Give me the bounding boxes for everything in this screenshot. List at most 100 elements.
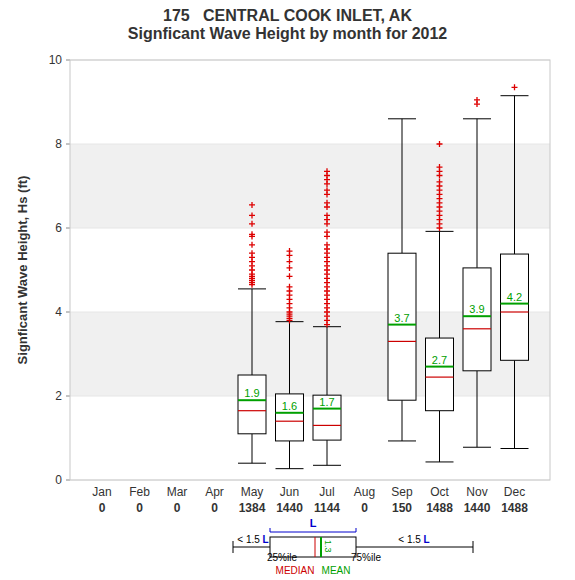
count-label: 0 <box>174 501 181 515</box>
key-median <box>315 537 316 557</box>
outlier <box>324 191 330 197</box>
key-whisker <box>233 547 270 548</box>
key-cap <box>473 541 474 553</box>
whisker-low <box>252 434 253 463</box>
median-line <box>238 410 266 411</box>
whisker-low <box>289 441 290 469</box>
whisker-low <box>439 411 440 462</box>
outlier <box>287 259 293 265</box>
y-axis-label: Signficant Wave Height, Hs (ft) <box>15 176 30 365</box>
mean-line <box>501 303 529 305</box>
count-label: 1488 <box>426 501 453 515</box>
x-tick-label: Sep <box>391 485 413 499</box>
outlier <box>249 221 255 227</box>
mean-label: 1.6 <box>282 400 297 412</box>
whisker-high <box>252 289 253 375</box>
mean-line <box>313 408 341 410</box>
outlier <box>249 233 255 239</box>
x-tick-label: Jun <box>280 485 299 499</box>
mean-label: 3.7 <box>394 312 409 324</box>
key-median-label: MEDIAN <box>276 565 315 576</box>
count-label: 1144 <box>314 501 340 515</box>
key-whisker-label-part: L <box>263 534 269 545</box>
grid-line <box>70 396 550 397</box>
mean-label: 1.9 <box>244 387 259 399</box>
y-tick-label: 4 <box>55 305 62 319</box>
y-tick <box>66 480 70 481</box>
outlier <box>437 173 443 179</box>
title: 175 CENTRAL COOK INLET, AK <box>163 7 412 24</box>
count-label: 0 <box>99 501 106 515</box>
whisker-cap-high <box>501 95 529 96</box>
count-label: 1384 <box>239 501 266 515</box>
y-tick <box>66 228 70 229</box>
box <box>463 268 491 371</box>
whisker-cap-high <box>463 118 491 119</box>
count-label: 1488 <box>501 501 528 515</box>
key-mean-value: 1.3 <box>323 540 333 553</box>
whisker-low <box>327 440 328 465</box>
outlier <box>324 181 330 187</box>
y-tick <box>66 312 70 313</box>
chart: 175 CENTRAL COOK INLET, AKSignficant Wav… <box>0 0 575 580</box>
whisker-high <box>402 119 403 253</box>
whisker-cap-high <box>426 231 454 232</box>
outlier <box>324 204 330 210</box>
outlier <box>287 252 293 258</box>
median-line <box>388 341 416 342</box>
whisker-low <box>402 400 403 441</box>
count-label: 0 <box>211 501 218 515</box>
whisker-cap-low <box>426 461 454 462</box>
outlier <box>249 242 255 248</box>
key-diagram: L< 1.5 L< 1.5 L25%ile75%ileMEDIANMEAN1.3 <box>233 517 473 576</box>
whisker-cap-low <box>238 463 266 464</box>
y-tick <box>66 144 70 145</box>
key-box-label: L <box>310 517 317 529</box>
outlier <box>437 141 443 147</box>
plot-background <box>70 60 550 480</box>
median-line <box>313 425 341 426</box>
mean-label: 4.2 <box>507 291 522 303</box>
whisker-cap-low <box>388 440 416 441</box>
y-tick-label: 6 <box>55 221 62 235</box>
y-tick-label: 2 <box>55 389 62 403</box>
x-tick-label: Jan <box>92 485 111 499</box>
key-whisker-label: < 1.5 L <box>237 534 268 545</box>
outlier <box>249 202 255 208</box>
key-mean-label: MEAN <box>322 565 351 576</box>
subtitle: Signficant Wave Height by month for 2012 <box>128 25 448 42</box>
mean-line <box>238 399 266 401</box>
whisker-cap-high <box>388 118 416 119</box>
y-tick <box>66 396 70 397</box>
key-q3-label: 75%ile <box>351 552 381 563</box>
count-label: 150 <box>392 501 412 515</box>
whisker-cap-high <box>238 288 266 289</box>
outlier <box>512 84 518 90</box>
whisker-low <box>477 371 478 447</box>
whisker-low <box>514 360 515 448</box>
whisker-high <box>514 96 515 254</box>
plot-frame <box>70 60 550 480</box>
mean-line <box>388 324 416 326</box>
whisker-high <box>327 327 328 395</box>
outlier <box>324 322 330 328</box>
x-tick-label: Nov <box>466 485 487 499</box>
count-label: 0 <box>136 501 143 515</box>
key-whisker-label: < 1.5 L <box>398 534 429 545</box>
outlier <box>287 265 293 271</box>
whisker-cap-low <box>501 448 529 449</box>
box <box>426 338 454 411</box>
mean-line <box>426 366 454 368</box>
key-whisker-label-part: < 1.5 <box>398 534 423 545</box>
key-whisker-label-part: L <box>424 534 430 545</box>
box <box>276 394 304 441</box>
whisker-high <box>289 322 290 394</box>
outlier <box>324 233 330 239</box>
outlier <box>474 101 480 107</box>
grid-line <box>70 144 550 145</box>
key-mean <box>320 537 322 557</box>
mean-label: 3.9 <box>469 303 484 315</box>
mean-label: 2.7 <box>432 354 447 366</box>
outlier <box>249 282 255 288</box>
median-line <box>463 328 491 329</box>
